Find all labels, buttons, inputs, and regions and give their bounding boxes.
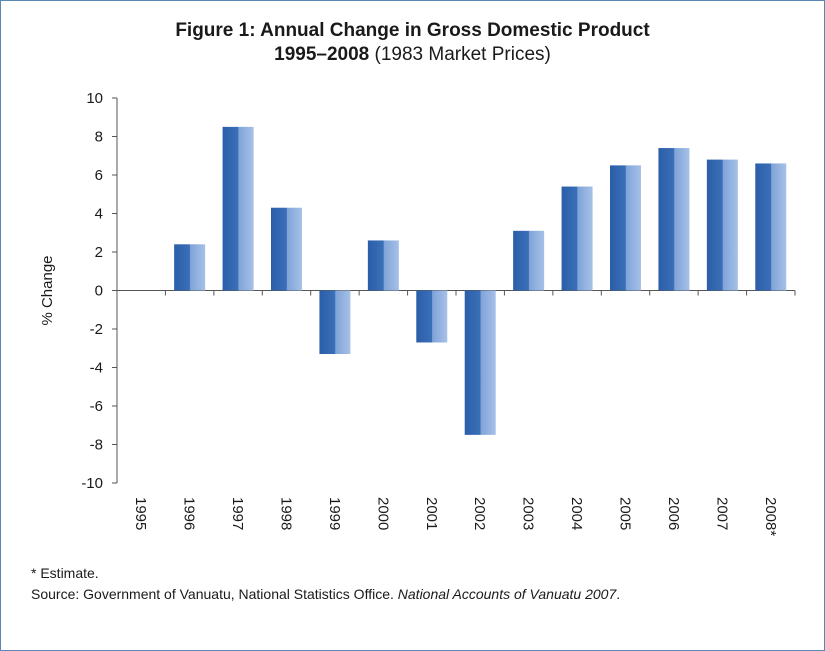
bar-1999 xyxy=(319,290,351,355)
x-tick-label: 1998 xyxy=(278,497,295,530)
axes xyxy=(112,97,796,484)
bar-2008 xyxy=(755,163,787,291)
x-tick-labels: 1995 1996 1997 1998 1999 2000 2001 2002 2003 2004… xyxy=(132,497,779,536)
x-tick-label: 2005 xyxy=(617,497,634,530)
bar-2004 xyxy=(561,186,593,291)
x-tick-label: 1999 xyxy=(326,497,343,530)
bar-2007 xyxy=(706,159,738,291)
bar-2005 xyxy=(610,165,641,291)
y-tick-label: -10 xyxy=(81,475,103,492)
y-tick-label: -2 xyxy=(90,321,103,338)
bars xyxy=(174,126,787,435)
bar-1997 xyxy=(222,126,254,291)
x-tick-label: 2001 xyxy=(423,497,440,530)
x-tick-label: 2008* xyxy=(762,497,779,536)
y-axis-label: % Change xyxy=(39,255,56,325)
source-prefix: Source: Government of Vanuatu, National … xyxy=(31,586,398,602)
bar-1996 xyxy=(174,244,206,291)
y-tick-label: 10 xyxy=(86,90,103,107)
x-tick-label: 1996 xyxy=(181,497,198,530)
title-subtitle: (1983 Market Prices) xyxy=(369,44,551,65)
y-tick-label: 2 xyxy=(95,244,103,261)
y-tick-label: -6 xyxy=(90,398,103,415)
x-tick-label: 1995 xyxy=(132,497,149,530)
bar-2000 xyxy=(367,240,399,291)
y-tick-label: 0 xyxy=(95,283,103,300)
x-tick-label: 2003 xyxy=(520,497,537,530)
y-tick-label: -8 xyxy=(90,437,103,454)
y-tick-labels: 10 8 6 4 2 0 -2 -4 -6 -8 -10 xyxy=(81,90,103,492)
source-title: National Accounts of Vanuatu 2007 xyxy=(397,586,617,602)
bar-2001 xyxy=(416,290,448,343)
bar-1998 xyxy=(271,207,302,291)
x-tick-label: 2006 xyxy=(665,497,682,530)
bar-2002 xyxy=(464,290,496,435)
y-tick-label: 4 xyxy=(95,206,103,223)
source-note: Source: Government of Vanuatu, National … xyxy=(31,586,620,602)
footnote: * Estimate. xyxy=(31,565,99,581)
y-tick-label: 8 xyxy=(95,129,103,146)
x-tick-label: 2004 xyxy=(568,497,585,530)
title-years: 1995–2008 xyxy=(274,44,370,65)
x-tick-label: 2000 xyxy=(374,497,391,530)
x-tick-label: 1997 xyxy=(229,497,246,530)
bar-2006 xyxy=(658,148,690,291)
title-line-2: 1995–2008 (1983 Market Prices) xyxy=(274,44,551,65)
chart-title: Figure 1: Annual Change in Gross Domesti… xyxy=(0,19,825,67)
bar-2003 xyxy=(513,230,545,291)
title-line-1: Figure 1: Annual Change in Gross Domesti… xyxy=(175,20,650,41)
x-tick-label: 2002 xyxy=(471,497,488,530)
x-tick-label: 2007 xyxy=(713,497,730,530)
y-tick-label: 6 xyxy=(95,167,103,184)
source-suffix: . xyxy=(616,586,621,602)
y-tick-label: -4 xyxy=(90,360,103,377)
